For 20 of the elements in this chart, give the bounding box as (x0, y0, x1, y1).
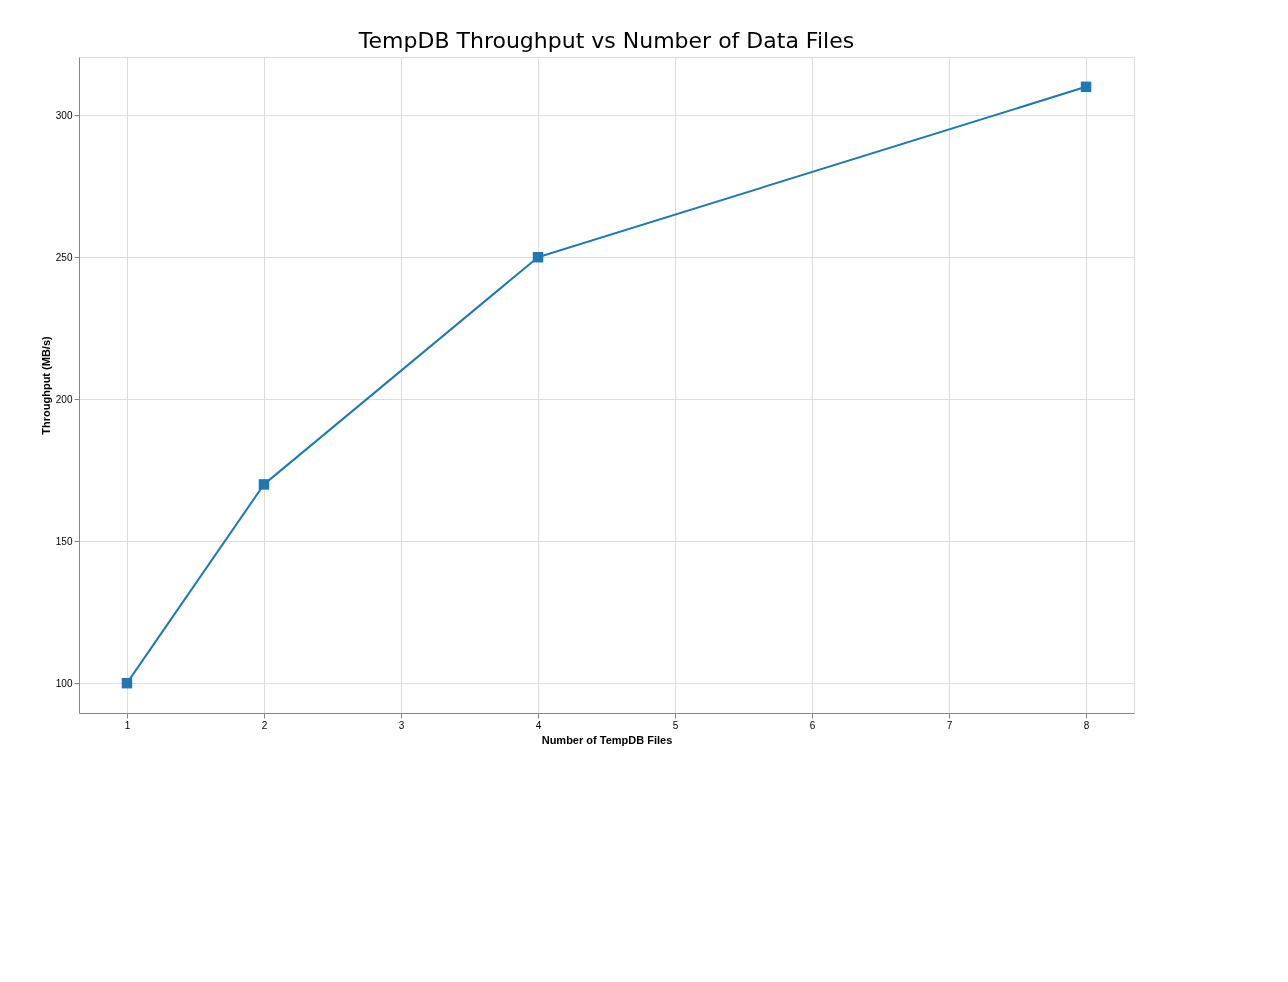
y-tick-label: 200 (55, 393, 73, 405)
y-tick-label: 300 (55, 109, 73, 121)
point (1080, 81, 1092, 93)
x-tick-label: 1 (124, 719, 131, 731)
x-tick-label: 2 (261, 719, 268, 731)
point (532, 251, 544, 263)
x-tick-label: 8 (1083, 719, 1090, 731)
y-tick-label: 100 (55, 677, 73, 689)
x-tick-label: 3 (398, 719, 405, 731)
point (258, 479, 270, 490)
x-tick-label: 7 (946, 719, 953, 731)
x-tick-label: 6 (809, 719, 816, 731)
x-tick-label: 5 (672, 719, 679, 731)
chart-title: TempDB Throughput vs Number of Data Files (357, 28, 855, 53)
y-tick-label: 150 (55, 535, 73, 547)
x-tick-label: 4 (535, 719, 542, 731)
y-tick-label: 250 (55, 251, 73, 263)
x-axis-title: Number of TempDB Files (541, 733, 673, 746)
y-axis-title: Throughput (MB/s) (39, 335, 52, 435)
point (121, 677, 133, 689)
